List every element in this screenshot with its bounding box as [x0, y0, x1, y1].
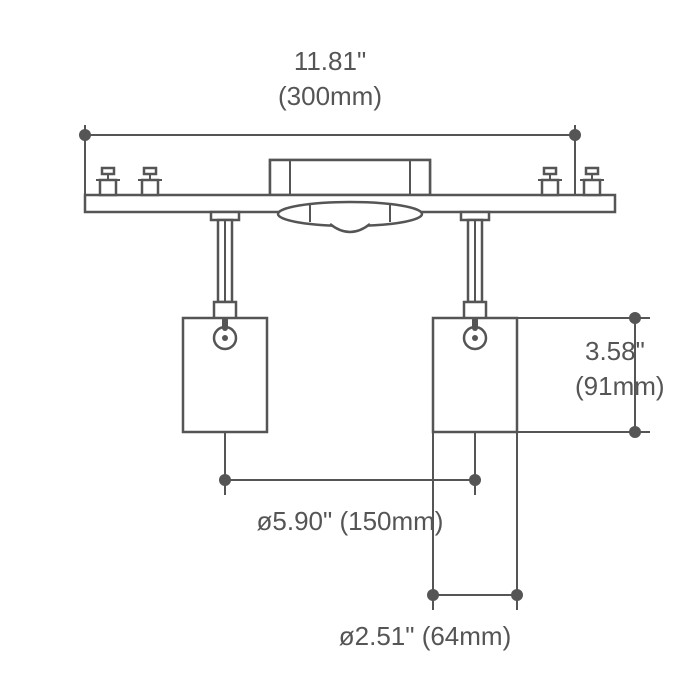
bolt-1 [96, 168, 120, 195]
dim-top-mm: (300mm) [278, 81, 382, 111]
bolt-4 [580, 168, 604, 195]
dim-center: ø5.90" (150mm) [219, 432, 481, 536]
dim-bottom-label: ø2.51" (64mm) [339, 621, 512, 651]
technical-drawing: 11.81" (300mm) [0, 0, 700, 700]
dim-center-label: ø5.90" (150mm) [257, 506, 444, 536]
spotlight-left [183, 220, 267, 432]
bolt-2 [138, 168, 162, 195]
dim-top-inches: 11.81" [294, 46, 366, 76]
dim-bottom: ø2.51" (64mm) [339, 432, 523, 651]
bolt-3 [538, 168, 562, 195]
dim-right-mm: (91mm) [575, 371, 665, 401]
spotlight-right [433, 220, 517, 432]
dim-right-inches: 3.58" [585, 336, 645, 366]
center-hub [278, 202, 422, 232]
dim-right: 3.58" (91mm) [517, 312, 665, 438]
